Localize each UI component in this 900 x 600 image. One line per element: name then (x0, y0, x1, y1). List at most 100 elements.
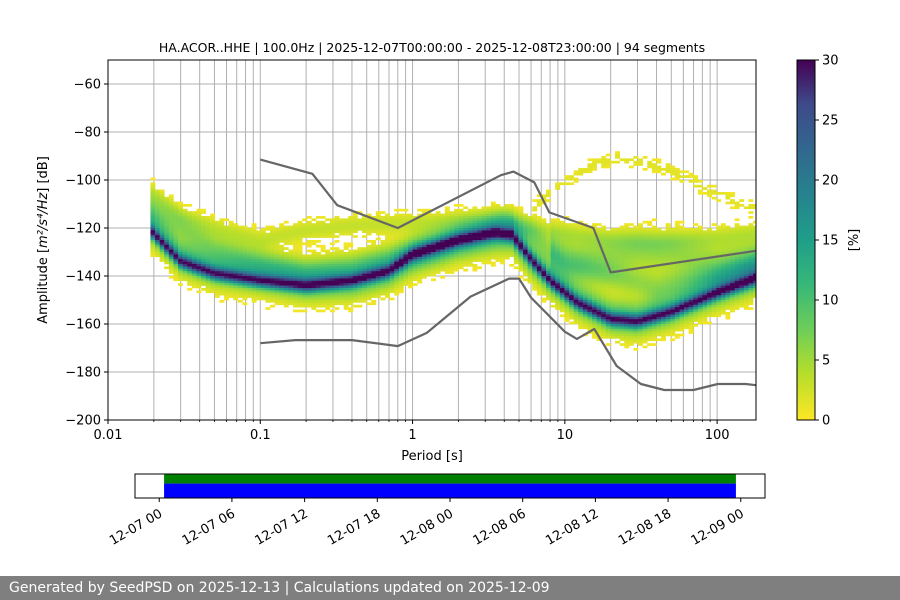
psd-cell (270, 292, 275, 296)
psd-cell (573, 302, 579, 306)
psd-cell (182, 237, 188, 241)
psd-cell (679, 280, 685, 284)
psd-cell (670, 300, 676, 303)
psd-cell (513, 256, 519, 260)
psd-cell (610, 316, 616, 320)
psd-cell (435, 249, 441, 253)
psd-cell (619, 304, 625, 308)
psd-cell (421, 237, 427, 241)
psd-cell (159, 201, 165, 205)
psd-cell (164, 252, 170, 255)
psd-cell (440, 228, 446, 231)
psd-cell (256, 252, 262, 255)
psd-cell (306, 242, 312, 246)
psd-cell (417, 280, 423, 284)
psd-cell (555, 240, 561, 243)
psd-cell (573, 290, 579, 294)
psd-cell (633, 321, 639, 325)
psd-cell (555, 235, 561, 238)
psd-cell (651, 338, 657, 342)
psd-cell (421, 230, 427, 234)
psd-cell (569, 182, 574, 186)
psd-cell (748, 235, 754, 238)
psd-cell (743, 288, 749, 291)
psd-cell (302, 285, 308, 289)
psd-cell (651, 165, 657, 169)
psd-cell (233, 225, 239, 229)
psd-cell (467, 208, 473, 212)
psd-cell (297, 273, 303, 277)
psd-cell (348, 285, 354, 289)
psd-cell (711, 304, 717, 308)
psd-cell (214, 244, 220, 248)
psd-cell (564, 273, 570, 277)
psd-cell (274, 228, 280, 231)
psd-cell (182, 225, 188, 229)
psd-cell (168, 199, 174, 202)
psd-cell (366, 240, 372, 243)
psd-cell (274, 232, 280, 236)
psd-cell (159, 223, 165, 226)
psd-cell (495, 211, 501, 214)
psd-cell (638, 278, 643, 282)
psd-cell (352, 304, 358, 308)
psd-cell (693, 244, 699, 248)
psd-cell (467, 247, 473, 250)
psd-cell (279, 256, 285, 260)
psd-cell (730, 271, 735, 274)
psd-cell (196, 278, 202, 282)
psd-cell (352, 276, 358, 279)
psd-cell (348, 292, 354, 296)
psd-cell (582, 316, 588, 320)
psd-cell (725, 240, 731, 243)
psd-cell (260, 292, 266, 296)
psd-cell (366, 285, 372, 289)
psd-cell (688, 326, 694, 330)
psd-cell (500, 225, 505, 229)
psd-cell (316, 264, 321, 267)
psd-cell (743, 254, 749, 258)
psd-cell (293, 261, 298, 265)
psd-cell (624, 225, 630, 229)
psd-cell (596, 280, 602, 284)
psd-cell (730, 292, 735, 296)
psd-cell (601, 326, 607, 330)
psd-cell (605, 295, 611, 298)
psd-cell (297, 254, 303, 258)
psd-cell (279, 254, 285, 258)
psd-cell (541, 220, 547, 224)
psd-cell (734, 244, 740, 248)
psd-cell (661, 256, 666, 260)
psd-cell (288, 288, 294, 291)
timeline-tick-label: 12-07 12 (252, 506, 310, 548)
psd-cell (711, 285, 717, 289)
psd-cell (440, 266, 446, 270)
psd-cell (647, 283, 653, 286)
psd-cell (260, 228, 266, 231)
psd-cell (256, 232, 262, 236)
psd-cell (624, 273, 630, 277)
psd-cell (431, 218, 436, 222)
psd-cell (233, 249, 239, 253)
psd-cell (472, 230, 478, 234)
psd-cell (665, 256, 671, 260)
psd-cell (725, 194, 731, 198)
psd-cell (578, 314, 584, 318)
psd-cell (633, 328, 639, 332)
psd-cell (458, 252, 464, 255)
psd-cell (325, 252, 331, 255)
psd-cell (293, 309, 298, 313)
psd-cell (605, 160, 611, 164)
psd-cell (449, 240, 455, 243)
psd-cell (274, 235, 280, 238)
psd-cell (532, 237, 538, 241)
psd-cell (302, 273, 308, 277)
psd-cell (426, 232, 432, 236)
psd-cell (559, 304, 565, 308)
psd-cell (260, 259, 266, 262)
psd-cell (587, 230, 593, 234)
psd-cell (265, 288, 271, 291)
psd-cell (463, 242, 469, 246)
psd-cell (173, 278, 179, 282)
psd-cell (665, 297, 671, 301)
